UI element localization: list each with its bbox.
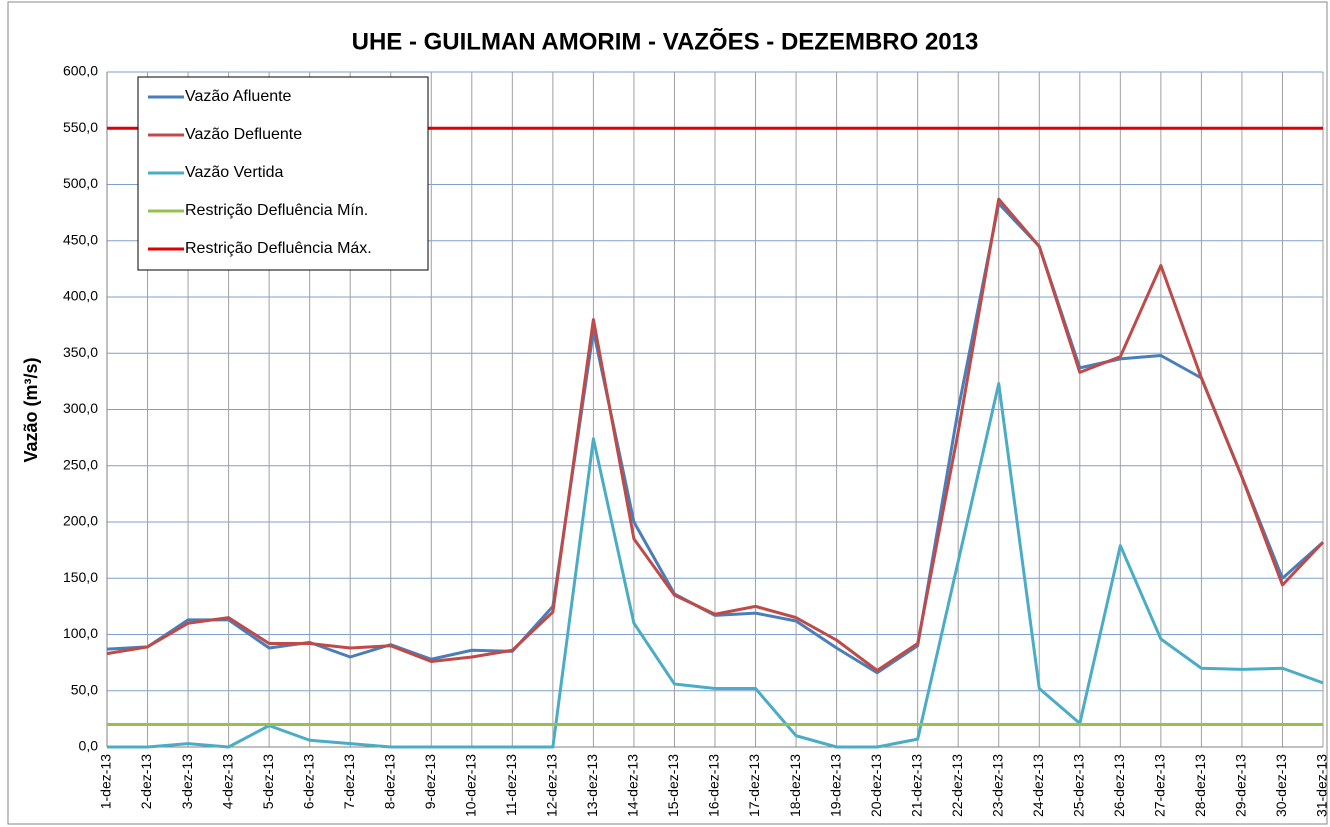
x-tick-label: 30-dez-13 (1273, 754, 1289, 817)
x-tick-label: 10-dez-13 (463, 754, 479, 817)
x-tick-label: 7-dez-13 (341, 754, 357, 809)
legend-label: Restrição Defluência Mín. (185, 202, 368, 219)
x-tick-label: 31-dez-13 (1314, 754, 1330, 817)
y-tick-label: 150,0 (63, 569, 98, 585)
legend-label: Restrição Defluência Máx. (185, 240, 372, 257)
x-tick-label: 9-dez-13 (422, 754, 438, 809)
legend-box (137, 76, 429, 271)
x-tick-label: 15-dez-13 (665, 754, 681, 817)
x-tick-label: 11-dez-13 (503, 754, 519, 816)
x-tick-label: 13-dez-13 (584, 754, 600, 817)
series-line (106, 197, 1325, 672)
x-tick-label: 26-dez-13 (1111, 754, 1127, 817)
legend-label: Vazão Afluente (185, 88, 292, 105)
x-tick-label: 12-dez-13 (544, 754, 560, 817)
chart-title: UHE - GUILMAN AMORIM - VAZÕES - DEZEMBRO… (352, 27, 979, 55)
x-tick-label: 8-dez-13 (381, 754, 397, 809)
x-tick-label: 23-dez-13 (989, 754, 1005, 817)
x-tick-label: 4-dez-13 (219, 754, 235, 809)
x-tick-label: 20-dez-13 (868, 754, 884, 817)
x-tick-label: 6-dez-13 (300, 754, 316, 809)
x-tick-label: 24-dez-13 (1030, 754, 1046, 817)
y-tick-label: 450,0 (63, 231, 98, 247)
y-tick-label: 500,0 (63, 175, 98, 191)
x-tick-label: 2-dez-13 (138, 754, 154, 809)
y-tick-label: 350,0 (63, 344, 98, 360)
y-tick-label: 250,0 (63, 456, 98, 472)
x-tick-label: 1-dez-13 (98, 754, 114, 809)
y-tick-label: 550,0 (63, 119, 98, 135)
y-axis-label: Vazão (m³/s) (21, 357, 41, 462)
x-tick-label: 5-dez-13 (260, 754, 276, 809)
y-tick-label: 300,0 (63, 400, 98, 416)
x-tick-label: 25-dez-13 (1071, 754, 1087, 817)
y-tick-label: 400,0 (63, 288, 98, 304)
legend: Vazão Afluente Vazão Defluente Vazão Verti… (137, 76, 429, 271)
x-tick-label: 19-dez-13 (827, 754, 843, 817)
x-tick-label: 28-dez-13 (1192, 754, 1208, 817)
labels: 0,0 50,0 100,0 150,0 200,0 250,0 300,0 350,0 400… (63, 63, 1330, 817)
y-tick-label: 100,0 (63, 625, 98, 641)
y-tick-label: 200,0 (63, 513, 98, 529)
x-tick-label: 14-dez-13 (625, 754, 641, 817)
y-tick-label: 600,0 (63, 63, 98, 79)
legend-label: Vazão Defluente (185, 126, 302, 143)
series-line (107, 382, 1324, 749)
x-tick-label: 18-dez-13 (787, 754, 803, 817)
x-tick-label: 29-dez-13 (1233, 754, 1249, 817)
x-tick-label: 27-dez-13 (1152, 754, 1168, 817)
y-tick-label: 50,0 (71, 681, 98, 697)
x-tick-label: 21-dez-13 (908, 754, 924, 817)
x-tick-label: 16-dez-13 (706, 754, 722, 817)
y-tick-label: 0,0 (79, 738, 99, 754)
legend-label: Vazão Vertida (185, 164, 284, 181)
x-tick-label: 17-dez-13 (746, 754, 762, 817)
x-tick-label: 22-dez-13 (949, 754, 965, 817)
x-tick-label: 3-dez-13 (179, 754, 195, 809)
